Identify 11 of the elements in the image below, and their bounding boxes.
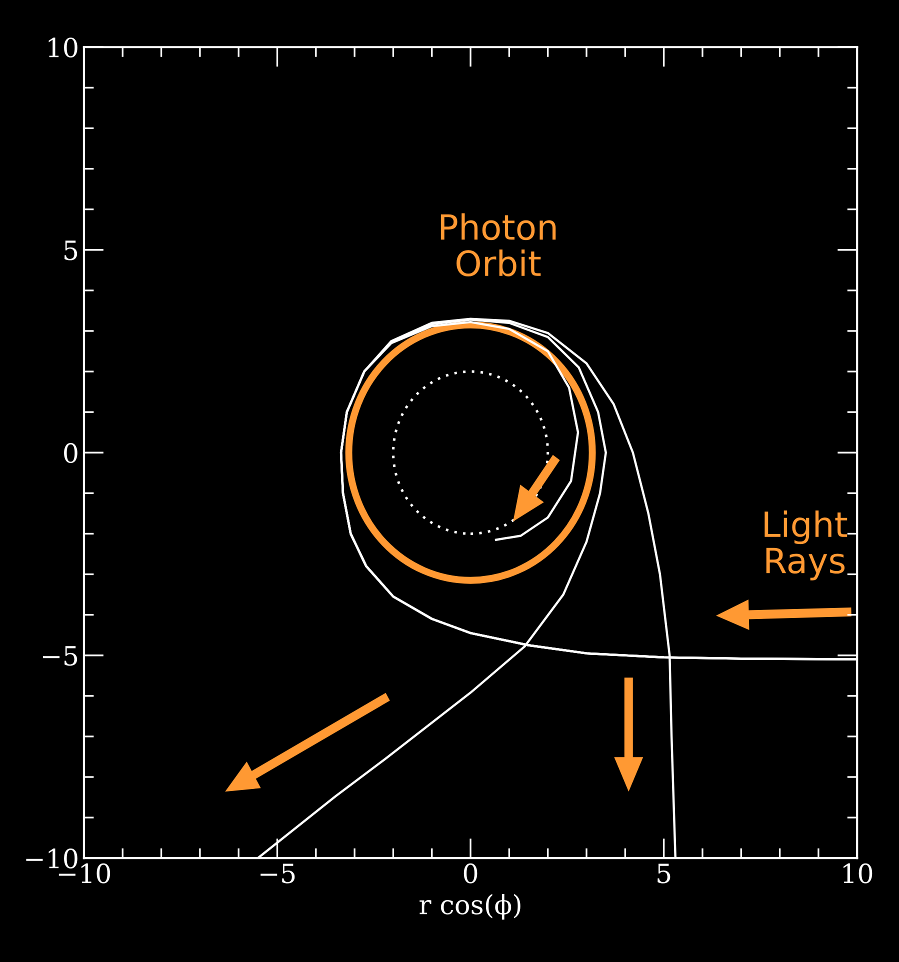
y-tick-label: 0 bbox=[64, 443, 78, 464]
annotation: Light Rays bbox=[764, 510, 848, 580]
x-tick-label: 5 bbox=[658, 864, 670, 884]
x-tick-label: 10 bbox=[844, 863, 872, 884]
y-tick-label: 10 bbox=[48, 38, 78, 58]
y-tick-label: 5 bbox=[64, 240, 78, 260]
y-tick-label: −5 bbox=[43, 646, 78, 666]
x-tick-label: −5 bbox=[260, 864, 295, 884]
x-tick-label: 0 bbox=[464, 863, 478, 884]
x-axis-title: r cos(ϕ) bbox=[420, 894, 520, 920]
annotation: Photon Orbit bbox=[440, 213, 556, 276]
